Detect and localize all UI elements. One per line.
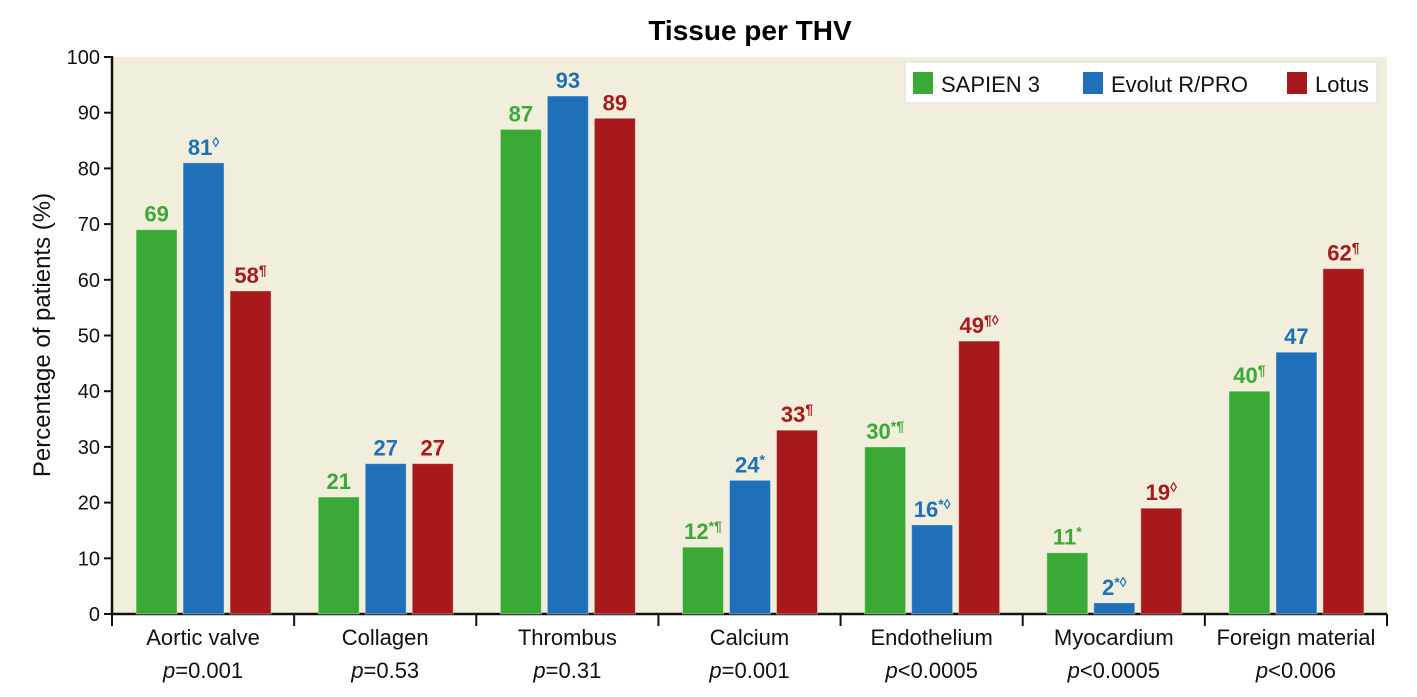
data-label: 16*◊ [914, 496, 951, 522]
x-tick-label: Calcium [710, 625, 789, 650]
data-label: 81◊ [188, 134, 219, 160]
bar-evolut-r-pro [1093, 602, 1136, 615]
bar-evolut-r-pro [911, 524, 954, 615]
p-value-label: p=0.001 [162, 658, 243, 683]
p-value-label: p=0.53 [350, 658, 419, 683]
data-label: 40¶ [1233, 362, 1265, 388]
y-axis-label: Percentage of patients (%) [29, 193, 56, 477]
y-tick-label: 90 [78, 103, 100, 125]
data-label: 49¶◊ [960, 312, 999, 338]
bar-evolut-r-pro [1275, 351, 1318, 615]
bar-sapien-3 [317, 496, 360, 615]
chart-title: Tissue per THV [648, 15, 852, 46]
bar-sapien-3 [1228, 390, 1271, 615]
x-tick-label: Endothelium [870, 625, 992, 650]
bar-lotus [958, 340, 1001, 615]
y-tick-label: 60 [78, 270, 100, 292]
data-label: 69 [144, 202, 168, 227]
bar-sapien-3 [1046, 552, 1089, 615]
data-label: 2*◊ [1102, 574, 1127, 600]
y-tick-label: 20 [78, 493, 100, 515]
x-tick-label: Thrombus [518, 625, 617, 650]
data-label: 89 [603, 90, 627, 115]
bar-lotus [776, 429, 818, 615]
data-label: 27 [420, 436, 444, 461]
p-value-label: p<0.006 [1255, 658, 1336, 683]
y-tick-label: 70 [78, 214, 100, 236]
p-value-label: p=0.31 [532, 658, 601, 683]
bar-evolut-r-pro [182, 162, 225, 615]
data-label: 24* [735, 451, 765, 477]
legend-label: SAPIEN 3 [941, 72, 1040, 97]
legend-label: Lotus [1315, 72, 1369, 97]
bar-evolut-r-pro [729, 479, 771, 615]
data-label: 93 [556, 68, 580, 93]
y-tick-label: 100 [67, 47, 100, 69]
bar-lotus [229, 290, 272, 615]
x-tick-label: Aortic valve [146, 625, 260, 650]
x-tick-label: Myocardium [1054, 625, 1174, 650]
bar-lotus [1322, 268, 1365, 615]
x-tick-label: Collagen [342, 625, 429, 650]
bar-lotus [411, 463, 454, 615]
bar-evolut-r-pro [546, 95, 589, 615]
p-value-label: p<0.0005 [1067, 658, 1160, 683]
data-label: 87 [509, 101, 533, 126]
bar-sapien-3 [499, 128, 542, 615]
data-label: 27 [373, 436, 397, 461]
data-label: 11* [1053, 524, 1082, 550]
bar-sapien-3 [135, 229, 178, 615]
bar-sapien-3 [864, 446, 907, 615]
legend: SAPIEN 3 Evolut R/PRO Lotus [904, 61, 1378, 104]
bar-lotus [1140, 507, 1183, 615]
legend-label: Evolut R/PRO [1111, 72, 1248, 97]
x-tick-label: Foreign material [1216, 625, 1375, 650]
legend-swatch [1287, 72, 1307, 94]
data-label: 62¶ [1327, 240, 1359, 266]
y-tick-label: 80 [78, 158, 100, 180]
y-tick-label: 50 [78, 326, 100, 348]
bar-lotus [593, 117, 636, 615]
data-label: 47 [1284, 324, 1308, 349]
p-value-label: p=0.001 [708, 658, 789, 683]
y-tick-label: 40 [78, 381, 100, 403]
bar-sapien-3 [682, 546, 724, 615]
data-label: 30*¶ [866, 418, 904, 444]
data-label: 58¶ [234, 262, 266, 288]
bar-evolut-r-pro [364, 463, 407, 615]
data-label: 19◊ [1146, 479, 1177, 505]
y-tick-label: 10 [78, 548, 100, 570]
legend-swatch [913, 72, 933, 94]
legend-swatch [1083, 72, 1103, 94]
data-label: 21 [326, 469, 350, 494]
y-tick-label: 0 [89, 604, 100, 626]
data-label: 33¶ [781, 401, 813, 427]
p-value-label: p<0.0005 [884, 658, 977, 683]
data-label: 12*¶ [684, 518, 722, 544]
y-tick-label: 30 [78, 437, 100, 459]
